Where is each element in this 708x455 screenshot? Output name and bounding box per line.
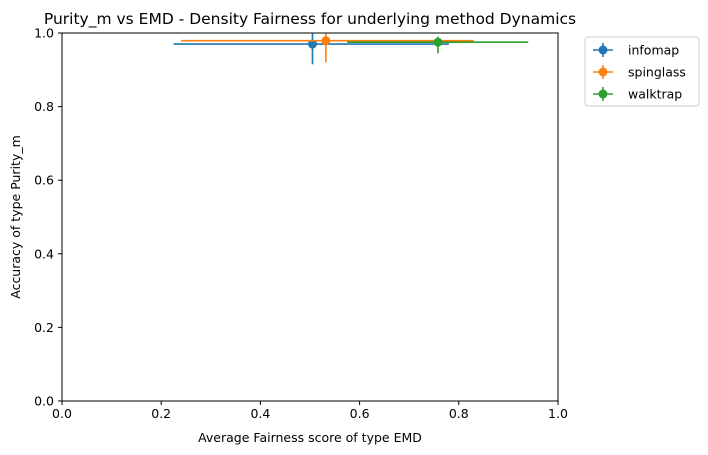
x-axis: 0.0 0.2 0.4 0.6 0.8 1.0 xyxy=(52,401,568,421)
y-tick-label: 0.2 xyxy=(34,320,54,335)
legend-marker-dot xyxy=(598,67,608,77)
x-tick-label: 1.0 xyxy=(548,406,568,421)
legend-label: walktrap xyxy=(628,87,682,102)
legend-entry-walktrap: walktrap xyxy=(593,87,682,102)
data-point xyxy=(307,39,317,49)
chart-title: Purity_m vs EMD - Density Fairness for u… xyxy=(44,10,576,29)
y-tick-label: 0.4 xyxy=(34,246,54,261)
y-tick-label: 0.8 xyxy=(34,99,54,114)
legend-box xyxy=(584,36,700,107)
legend-entry-spinglass: spinglass xyxy=(593,65,686,80)
series-infomap xyxy=(173,33,449,65)
legend-label: infomap xyxy=(628,43,679,58)
data-point xyxy=(321,36,331,46)
x-tick-label: 0.2 xyxy=(151,406,171,421)
x-tick-label: 0.8 xyxy=(449,406,469,421)
legend-marker-dot xyxy=(598,89,608,99)
series-spinglass xyxy=(181,33,474,63)
y-tick-label: 0.6 xyxy=(34,173,54,188)
y-tick-label: 1.0 xyxy=(34,26,54,41)
legend-entry-infomap: infomap xyxy=(593,43,679,58)
y-tick-label: 0.0 xyxy=(34,394,54,409)
data-point xyxy=(433,37,443,47)
y-axis-label: Accuracy of type Purity_m xyxy=(8,135,23,299)
plot-area xyxy=(173,33,529,65)
x-tick-label: 0.4 xyxy=(250,406,270,421)
legend-label: spinglass xyxy=(628,65,686,80)
legend-marker-dot xyxy=(598,45,608,55)
legend: infomap spinglass walktrap xyxy=(584,36,700,107)
x-tick-label: 0.6 xyxy=(350,406,370,421)
plot-frame xyxy=(61,32,559,402)
y-axis: 0.0 0.2 0.4 0.6 0.8 1.0 xyxy=(34,26,62,409)
x-axis-label: Average Fairness score of type EMD xyxy=(198,430,422,445)
series-walktrap xyxy=(347,36,529,54)
x-tick-label: 0.0 xyxy=(52,406,72,421)
